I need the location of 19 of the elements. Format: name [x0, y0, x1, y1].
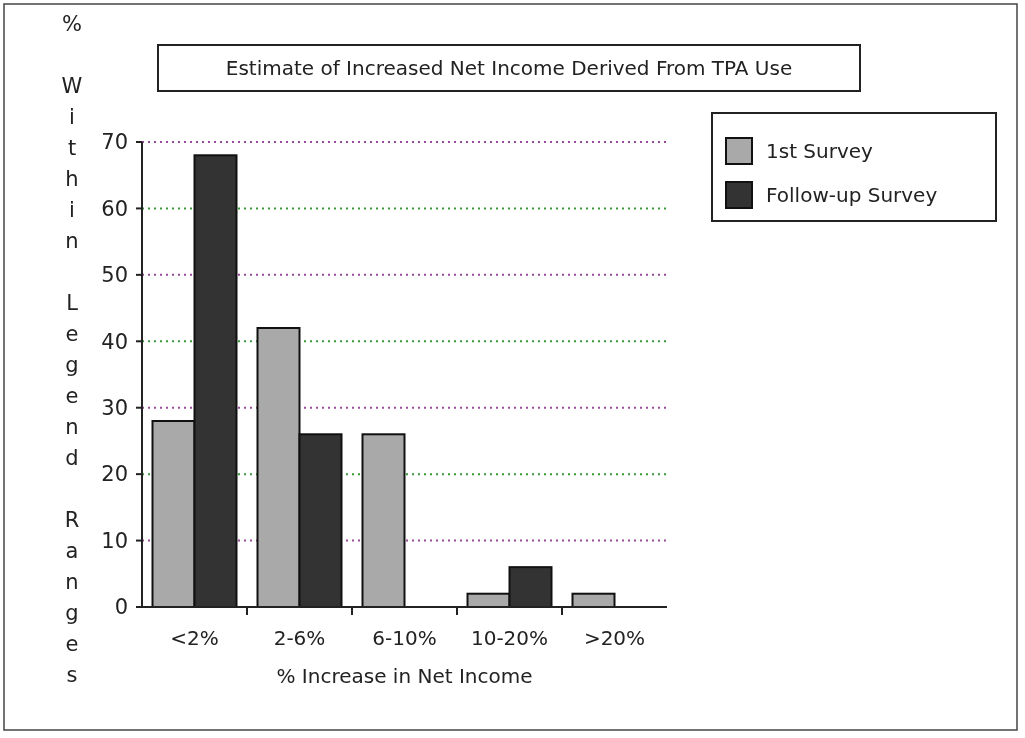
y-tick-label: 50	[101, 263, 128, 288]
y-axis-title: % Within Legend Ranges	[60, 12, 84, 694]
x-tick-label: 10-20%	[470, 626, 549, 650]
x-tick-label: 6-10%	[372, 626, 437, 650]
y-tick-label: 0	[114, 595, 128, 620]
y-tick-label: 60	[101, 196, 128, 221]
y-tick-label: 70	[101, 130, 128, 155]
y-tick-label: 20	[101, 462, 128, 487]
legend-label: Follow-up Survey	[766, 183, 938, 207]
y-tick-label: 40	[101, 329, 128, 354]
legend-label: 1st Survey	[766, 139, 874, 163]
x-tick-label: <2%	[170, 626, 219, 650]
bar	[361, 433, 406, 608]
x-tick-label: 2-6%	[273, 626, 326, 650]
x-tick-label: >20%	[583, 626, 646, 650]
x-axis-title: % Increase in Net Income	[276, 664, 533, 688]
y-tick-label: 30	[101, 396, 128, 421]
y-tick-label: 10	[101, 528, 128, 553]
chart-title: Estimate of Increased Net Income Derived From TPA Use	[225, 56, 793, 80]
